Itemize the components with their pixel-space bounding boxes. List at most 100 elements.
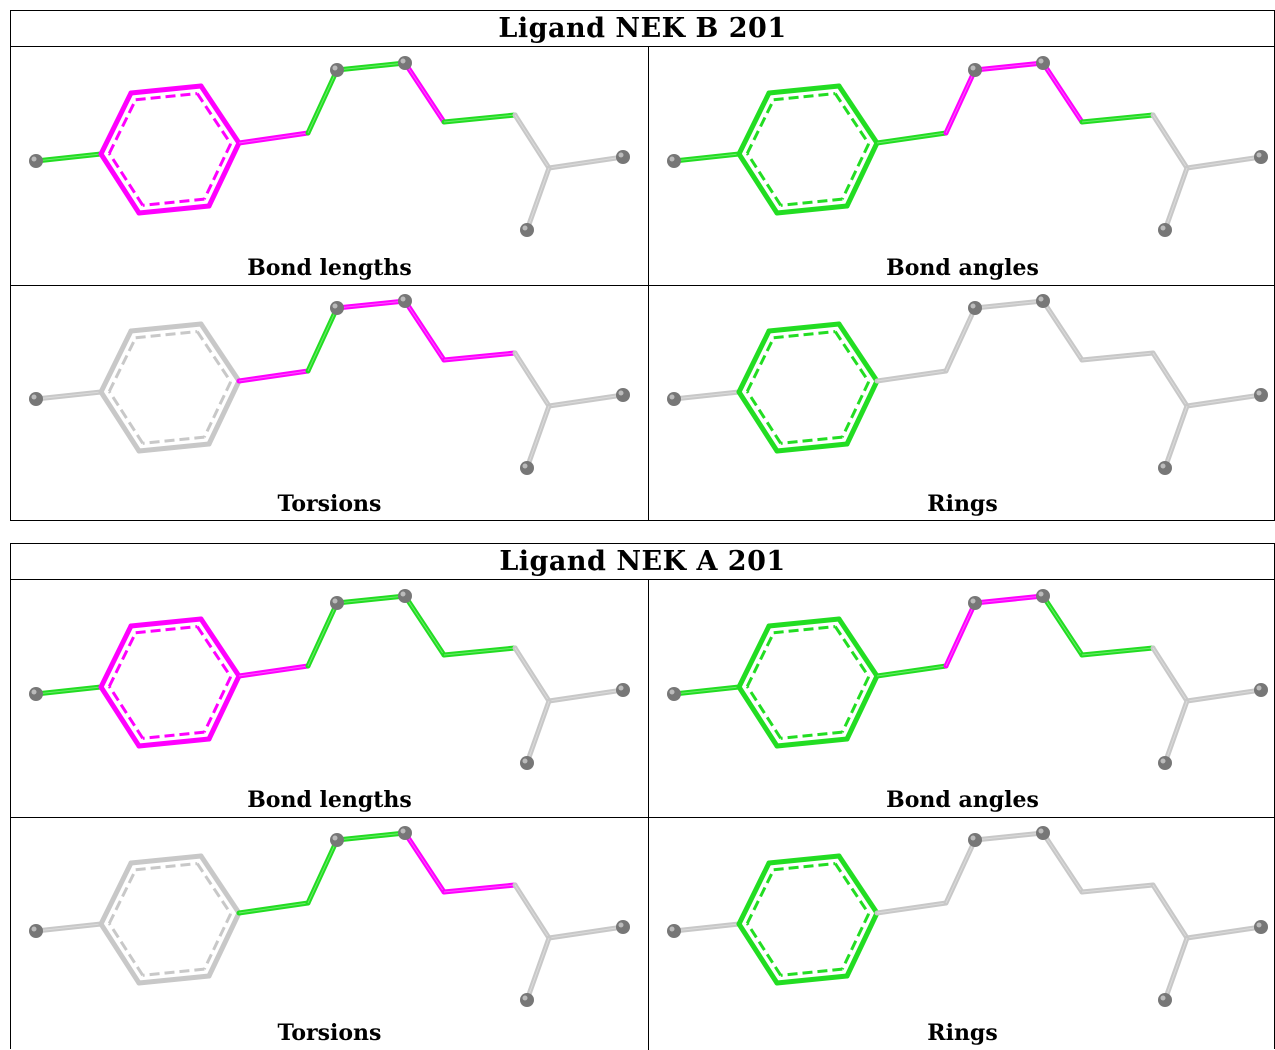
- bond-highlight: [526, 937, 550, 1001]
- molecule-diagram: [667, 56, 1268, 237]
- bond-highlight: [336, 300, 406, 309]
- bond-highlight: [1081, 114, 1154, 123]
- molecule-graphic: [667, 589, 1268, 770]
- bond-highlight: [443, 352, 516, 361]
- bond-highlight: [945, 307, 976, 372]
- bond-line: [512, 882, 552, 941]
- bond-line: [1079, 882, 1156, 895]
- bond-line: [1040, 830, 1085, 895]
- ligand-table-b: Ligand NEK B 201 Bond lengths Bond angle…: [10, 10, 1275, 521]
- atom-sphere: [1036, 589, 1050, 603]
- atom-sphere: [1254, 683, 1268, 697]
- bond-highlight: [945, 69, 976, 134]
- bond-highlight: [238, 370, 309, 382]
- panel-caption: Torsions: [277, 1020, 382, 1046]
- bond-line: [736, 90, 772, 157]
- atom-sphere: [1158, 756, 1172, 770]
- atom-shine: [522, 225, 528, 231]
- atom-shine: [1038, 58, 1044, 64]
- bond-highlight: [548, 394, 624, 407]
- aromatic-bond-line: [746, 390, 782, 445]
- row-divider: [11, 817, 1274, 818]
- aromatic-bond-line: [780, 435, 843, 445]
- bond-highlight: [238, 902, 309, 914]
- bond-line: [1150, 350, 1190, 409]
- aromatic-bond-line: [746, 685, 782, 740]
- bond-line: [512, 350, 552, 409]
- bond-highlight: [1186, 394, 1262, 407]
- aromatic-bond-line: [108, 152, 144, 207]
- atom-sphere: [520, 461, 534, 475]
- bond-line: [844, 378, 880, 447]
- bond-line: [844, 140, 880, 209]
- bond-line: [836, 853, 880, 916]
- bond-highlight: [1186, 689, 1262, 702]
- panel-bond-angles: Bond angles: [649, 48, 1275, 285]
- atom-shine: [400, 296, 406, 302]
- bond-line: [402, 830, 447, 895]
- panel-caption: Bond lengths: [247, 787, 412, 813]
- table-title: Ligand NEK B 201: [11, 11, 1274, 47]
- bond-line: [33, 151, 104, 164]
- bond-highlight: [1152, 114, 1188, 169]
- bond-highlight: [35, 153, 102, 162]
- bond-line: [98, 328, 134, 395]
- atom-shine: [332, 598, 338, 604]
- bond-highlight: [673, 391, 740, 400]
- bond-highlight: [945, 839, 976, 904]
- molecule-graphic: [29, 826, 630, 1007]
- atom-shine: [1160, 463, 1166, 469]
- atom-shine: [1256, 922, 1262, 928]
- atom-sphere: [520, 223, 534, 237]
- bond-highlight: [35, 686, 102, 695]
- bond-line: [736, 921, 780, 986]
- bond-line: [1162, 165, 1190, 233]
- bond-line: [98, 389, 142, 454]
- aromatic-bond-line: [108, 685, 144, 740]
- bond-line: [736, 623, 772, 690]
- aromatic-bond-line: [773, 862, 836, 872]
- panel-bond-lengths: Bond lengths: [11, 48, 648, 285]
- aromatic-bond-line: [780, 967, 843, 977]
- aromatic-bond-line: [780, 197, 843, 207]
- column-divider: [648, 580, 649, 1050]
- bond-line: [305, 837, 340, 906]
- bond-highlight: [1042, 62, 1083, 123]
- aromatic-bond-line: [196, 330, 232, 383]
- atom-shine: [1160, 995, 1166, 1001]
- aromatic-bond-line: [840, 381, 871, 438]
- molecule-diagram: [29, 826, 630, 1007]
- atom-sphere: [1158, 223, 1172, 237]
- aromatic-bond-line: [135, 330, 198, 340]
- aromatic-bond-line: [107, 99, 138, 155]
- aromatic-bond-line: [746, 152, 782, 207]
- aromatic-bond-line: [202, 143, 233, 200]
- atom-shine: [1038, 591, 1044, 597]
- atom-shine: [1160, 225, 1166, 231]
- atom-sphere: [330, 596, 344, 610]
- bond-line: [524, 165, 552, 233]
- bond-line: [206, 378, 242, 447]
- bond-line: [236, 900, 311, 916]
- bond-line: [972, 830, 1046, 843]
- bond-line: [774, 973, 850, 986]
- bond-line: [334, 298, 408, 311]
- bond-line: [236, 663, 311, 679]
- bond-highlight: [1081, 647, 1154, 656]
- bond-line: [441, 350, 518, 363]
- bond-line: [943, 305, 978, 374]
- bond-line: [305, 305, 340, 374]
- atom-sphere: [968, 596, 982, 610]
- bond-highlight: [1152, 884, 1188, 939]
- atom-sphere: [1036, 56, 1050, 70]
- atom-sphere: [520, 993, 534, 1007]
- bond-highlight: [974, 300, 1044, 309]
- bond-line: [972, 593, 1046, 606]
- atom-sphere: [1158, 993, 1172, 1007]
- bond-highlight: [336, 595, 406, 604]
- bond-line: [546, 924, 626, 941]
- bond-line: [128, 616, 204, 629]
- bond-highlight: [673, 923, 740, 932]
- bond-highlight: [945, 602, 976, 667]
- bond-highlight: [307, 602, 338, 667]
